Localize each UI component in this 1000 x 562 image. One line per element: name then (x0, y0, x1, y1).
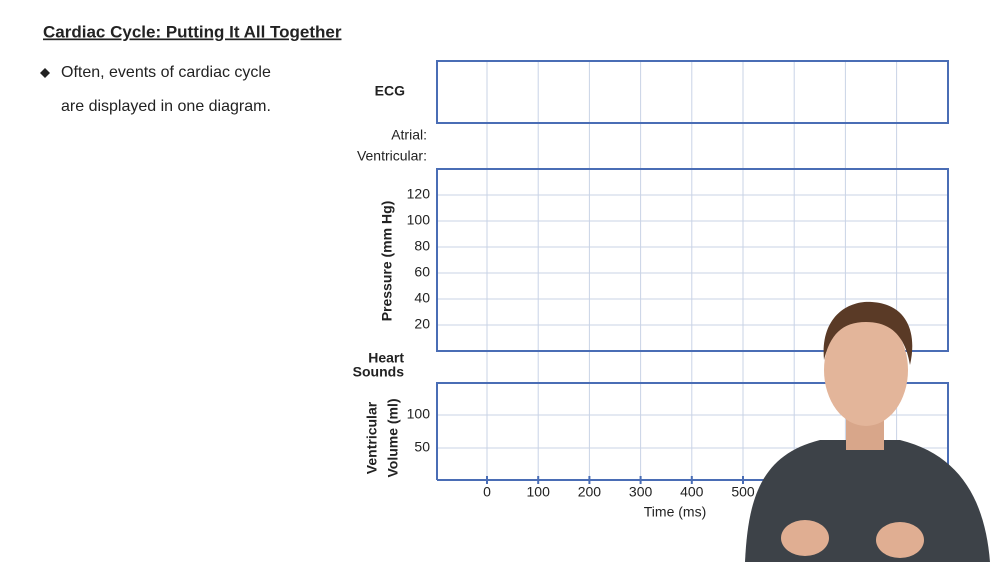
y-tick-label: 50 (414, 439, 430, 455)
x-tick-label: 0 (483, 484, 491, 500)
ventricular-label: Ventricular: (357, 148, 427, 164)
slide-title: Cardiac Cycle: Putting It All Together (43, 22, 342, 41)
y-tick-label: 20 (414, 316, 430, 332)
y-tick-label: 80 (414, 238, 430, 254)
y-tick-label: 40 (414, 290, 430, 306)
bullet-icon (40, 68, 50, 78)
pressure-panel (436, 168, 949, 352)
heart-sounds-label: Heart (368, 350, 404, 366)
presenter-face (824, 314, 908, 426)
heart-sounds-label: Sounds (353, 364, 405, 380)
x-tick-label: 500 (731, 484, 755, 500)
atrial-label: Atrial: (391, 127, 427, 143)
time-axis-label: Time (ms) (644, 504, 706, 520)
y-tick-label: 60 (414, 264, 430, 280)
pressure-axis-label: Pressure (mm Hg) (379, 201, 395, 322)
volume-axis-label: Ventricular (364, 401, 380, 474)
volume-axis-label: Volume (ml) (385, 398, 401, 477)
x-tick-label: 400 (680, 484, 704, 500)
bullet-text: Often, events of cardiac cycle (61, 64, 271, 81)
presenter (745, 301, 990, 562)
y-tick-label: 100 (407, 406, 431, 422)
bullet-text: are displayed in one diagram. (61, 98, 271, 115)
x-tick-label: 300 (629, 484, 653, 500)
presenter-hand (781, 520, 829, 556)
ecg-label: ECG (375, 83, 405, 99)
x-tick-label: 200 (578, 484, 602, 500)
y-tick-label: 100 (407, 212, 431, 228)
y-tick-label: 120 (407, 186, 431, 202)
ecg-panel (436, 60, 949, 124)
volume-panel (436, 382, 949, 480)
presenter-hair (823, 301, 913, 365)
presenter-hand (876, 522, 924, 558)
x-tick-label: 100 (527, 484, 551, 500)
presenter-shirt (745, 440, 990, 562)
